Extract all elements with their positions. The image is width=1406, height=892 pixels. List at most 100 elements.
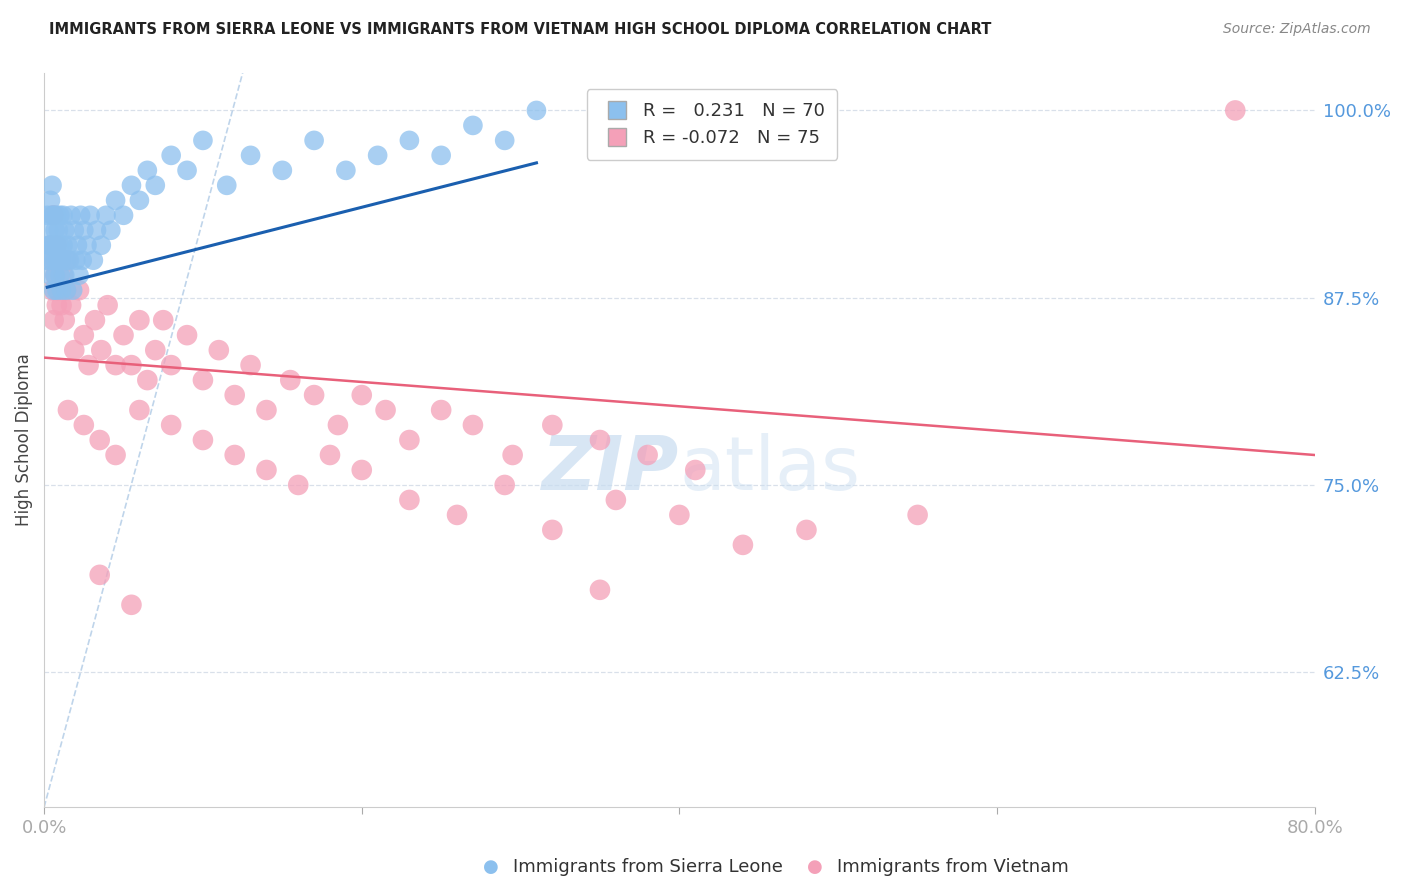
Point <box>49 253 72 268</box>
Point <box>287 478 309 492</box>
Text: atlas: atlas <box>679 433 860 506</box>
Point <box>446 508 468 522</box>
Point <box>143 343 166 358</box>
Point <box>271 163 294 178</box>
Point <box>239 358 262 372</box>
Point <box>215 178 238 193</box>
Point <box>66 238 89 252</box>
Point <box>44 268 66 283</box>
Point <box>589 582 612 597</box>
Point <box>73 223 96 237</box>
Point <box>461 417 484 432</box>
Text: ZIP: ZIP <box>543 433 679 506</box>
Point <box>41 253 63 268</box>
Point <box>42 208 65 222</box>
Point <box>350 388 373 402</box>
Point <box>55 253 77 268</box>
Point <box>77 358 100 372</box>
Point <box>70 253 93 268</box>
Point <box>121 358 143 372</box>
Point <box>668 508 690 522</box>
Point <box>53 313 76 327</box>
Point <box>45 298 67 312</box>
Point <box>69 208 91 222</box>
Point <box>398 133 420 147</box>
Point <box>45 208 67 222</box>
Point <box>374 403 396 417</box>
Point <box>224 448 246 462</box>
Point <box>494 133 516 147</box>
Point <box>73 328 96 343</box>
Point <box>160 148 183 162</box>
Point <box>176 328 198 343</box>
Point <box>58 253 80 268</box>
Point <box>335 163 357 178</box>
Point <box>326 417 349 432</box>
Point <box>79 208 101 222</box>
Point <box>52 268 75 283</box>
Point <box>39 268 62 283</box>
Point <box>67 283 90 297</box>
Point <box>60 298 83 312</box>
Point <box>51 283 73 297</box>
Point <box>526 103 548 118</box>
Point <box>38 238 60 252</box>
Point <box>208 343 231 358</box>
Point <box>44 268 66 283</box>
Point <box>541 523 564 537</box>
Point <box>55 283 77 297</box>
Point <box>89 567 111 582</box>
Point <box>44 223 66 237</box>
Point <box>49 238 72 252</box>
Point <box>52 208 75 222</box>
Point <box>319 448 342 462</box>
Point <box>86 223 108 237</box>
Text: Immigrants from Sierra Leone: Immigrants from Sierra Leone <box>513 858 783 876</box>
Point <box>350 463 373 477</box>
Point <box>90 343 112 358</box>
Text: IMMIGRANTS FROM SIERRA LEONE VS IMMIGRANTS FROM VIETNAM HIGH SCHOOL DIPLOMA CORR: IMMIGRANTS FROM SIERRA LEONE VS IMMIGRAN… <box>49 22 991 37</box>
Point <box>37 253 59 268</box>
Point <box>121 178 143 193</box>
Point <box>52 238 75 252</box>
Point <box>48 283 70 297</box>
Point <box>796 523 818 537</box>
Y-axis label: High School Diploma: High School Diploma <box>15 353 32 526</box>
Point <box>53 268 76 283</box>
Point <box>37 208 59 222</box>
Point <box>278 373 301 387</box>
Point <box>42 313 65 327</box>
Point <box>94 208 117 222</box>
Point <box>39 194 62 208</box>
Point <box>176 163 198 178</box>
Point <box>685 463 707 477</box>
Point <box>128 403 150 417</box>
Point <box>128 194 150 208</box>
Point <box>191 433 214 447</box>
Point <box>44 253 66 268</box>
Point <box>152 313 174 327</box>
Point <box>541 417 564 432</box>
Point <box>76 238 98 252</box>
Point <box>56 238 79 252</box>
Point <box>128 313 150 327</box>
Point <box>256 463 278 477</box>
Point <box>191 373 214 387</box>
Legend: R =   0.231   N = 70, R = -0.072   N = 75: R = 0.231 N = 70, R = -0.072 N = 75 <box>586 89 837 160</box>
Point <box>239 148 262 162</box>
Point <box>39 238 62 252</box>
Text: ●: ● <box>484 858 499 876</box>
Point <box>494 478 516 492</box>
Point <box>398 492 420 507</box>
Point <box>104 358 127 372</box>
Point <box>605 492 627 507</box>
Point <box>191 133 214 147</box>
Point <box>38 223 60 237</box>
Point <box>63 223 86 237</box>
Point <box>73 417 96 432</box>
Point <box>42 208 65 222</box>
Point <box>62 283 84 297</box>
Point <box>51 298 73 312</box>
Point <box>90 238 112 252</box>
Point <box>56 253 79 268</box>
